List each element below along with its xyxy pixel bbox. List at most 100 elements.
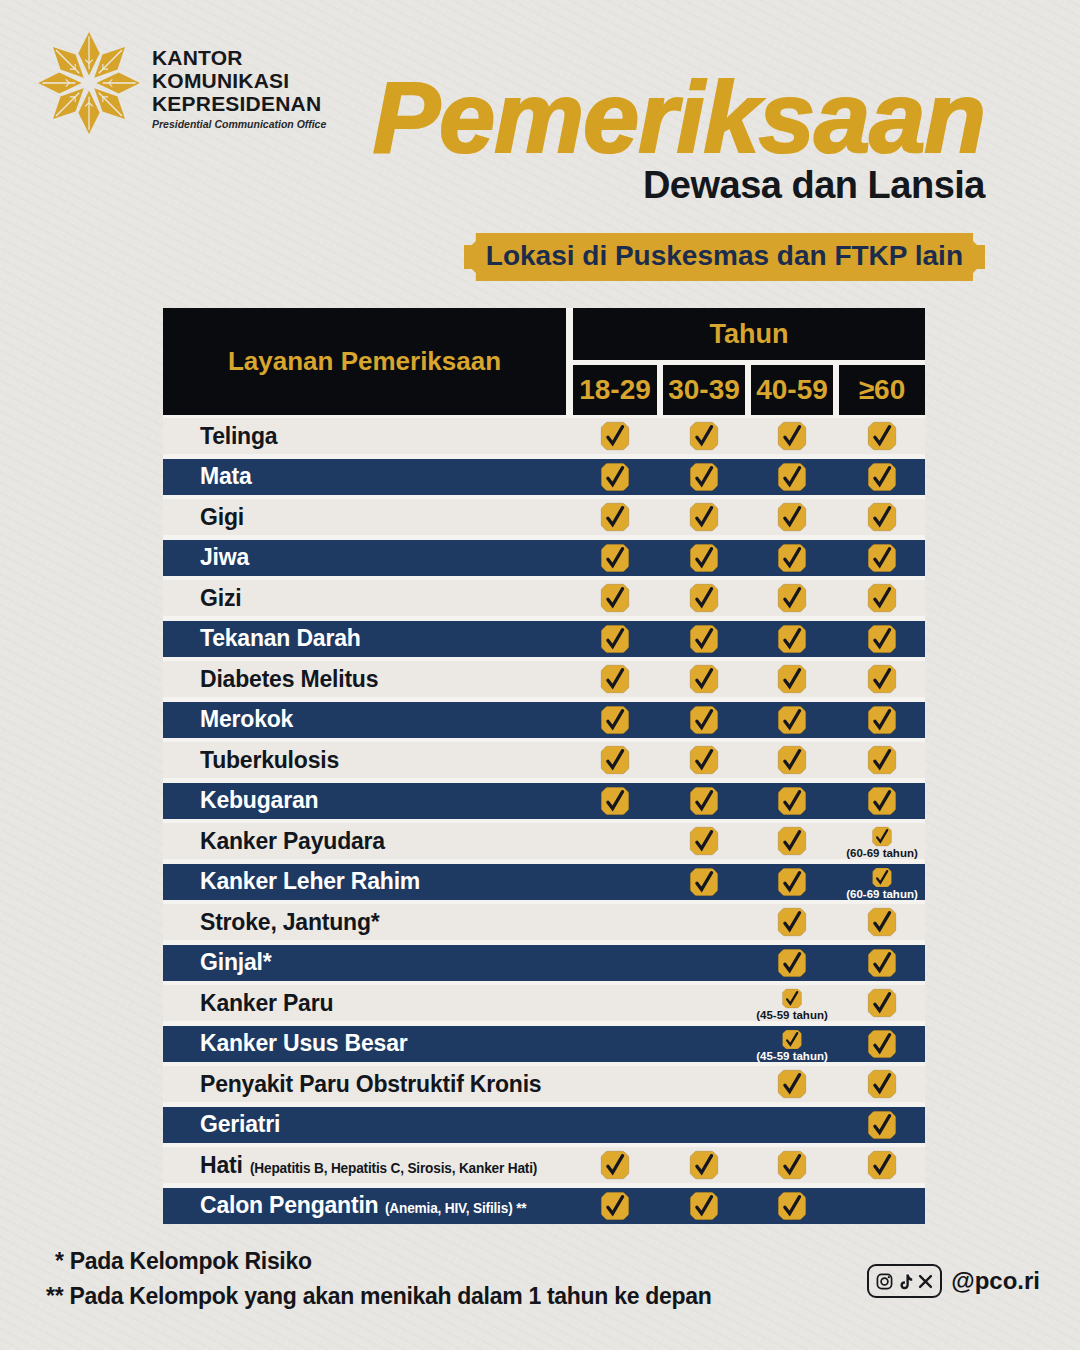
- check-icon: [688, 784, 720, 818]
- check-cell: [573, 1147, 657, 1183]
- table-row: Stroke, Jantung*: [163, 904, 925, 940]
- service-label: Merokok: [163, 706, 573, 733]
- check-icon: [866, 460, 898, 494]
- check-cell: [751, 864, 833, 900]
- check-icon: [866, 662, 898, 696]
- check-icon: [776, 1148, 808, 1182]
- check-cell: [573, 1066, 657, 1102]
- check-cell: [573, 621, 657, 657]
- service-name: Gizi: [200, 585, 241, 612]
- check-icon: [776, 946, 808, 980]
- check-icon: [866, 1108, 898, 1142]
- service-label: Ginjal*: [163, 949, 573, 976]
- check-icon: [776, 581, 808, 615]
- age-column-header: ≥60: [839, 365, 925, 415]
- check-cell: [663, 661, 745, 697]
- table-body: Telinga Mata Gigi Jiwa Gizi Tekanan Darah Diab…: [163, 418, 925, 1224]
- check-cell: [573, 783, 657, 819]
- check-cell: [839, 1066, 925, 1102]
- service-name: Telinga: [200, 423, 277, 450]
- check-icon: [599, 743, 631, 777]
- check-cell: [751, 621, 833, 657]
- check-cell: [573, 459, 657, 495]
- table-row: Kebugaran: [163, 783, 925, 819]
- check-icon: [866, 946, 898, 980]
- age-column-label: ≥60: [859, 374, 906, 406]
- check-cell: [663, 499, 745, 535]
- check-icon: [776, 662, 808, 696]
- check-cell: [573, 580, 657, 616]
- check-cell: [573, 418, 657, 454]
- service-name: Kanker Paru: [200, 990, 333, 1017]
- table-row: Kanker Usus Besar(45-59 tahun): [163, 1026, 925, 1062]
- check-icon: [599, 622, 631, 656]
- check-cell: [663, 621, 745, 657]
- table-row: Hati (Hepatitis B, Hepatitis C, Sirosis, …: [163, 1147, 925, 1183]
- check-cell: [839, 742, 925, 778]
- service-label: Hati (Hepatitis B, Hepatitis C, Sirosis, …: [163, 1152, 573, 1179]
- check-cell: [839, 985, 925, 1021]
- check-icon: [688, 662, 720, 696]
- service-sublabel: (Hepatitis B, Hepatitis C, Sirosis, Kank…: [250, 1159, 537, 1177]
- check-cell: (45-59 tahun): [751, 985, 833, 1021]
- check-cell: [839, 499, 925, 535]
- check-icon: [866, 500, 898, 534]
- check-cell: [839, 621, 925, 657]
- service-name: Tekanan Darah: [200, 625, 361, 652]
- check-cell: [751, 1188, 833, 1224]
- check-icon: [776, 784, 808, 818]
- check-icon: [599, 784, 631, 818]
- check-cell: [663, 945, 745, 981]
- org-name: KANTOR KOMUNIKASI KEPRESIDENAN President…: [152, 46, 326, 130]
- service-name: Tuberkulosis: [200, 747, 339, 774]
- check-icon: [776, 460, 808, 494]
- check-cell: [751, 1066, 833, 1102]
- check-cell: [839, 1026, 925, 1062]
- check-icon: [599, 460, 631, 494]
- age-column-label: 30-39: [668, 374, 740, 406]
- service-label: Penyakit Paru Obstruktif Kronis: [163, 1071, 573, 1098]
- check-icon: [776, 541, 808, 575]
- table-row: Jiwa: [163, 540, 925, 576]
- check-cell: [573, 661, 657, 697]
- check-icon: [866, 419, 898, 453]
- service-name: Mata: [200, 463, 252, 490]
- age-column-header: 40-59: [751, 365, 833, 415]
- service-name: Jiwa: [200, 544, 249, 571]
- table-row: Calon Pengantin(Anemia, HIV, Sifilis) **: [163, 1188, 925, 1224]
- table-row: Mata: [163, 459, 925, 495]
- check-cell: [573, 945, 657, 981]
- check-cell: [663, 540, 745, 576]
- check-icon: [776, 419, 808, 453]
- service-name: Hati: [200, 1152, 243, 1179]
- check-cell: [751, 1147, 833, 1183]
- check-cell: [663, 864, 745, 900]
- table-row: Penyakit Paru Obstruktif Kronis: [163, 1066, 925, 1102]
- age-group-header-label: Tahun: [710, 319, 789, 350]
- check-cell: (60-69 tahun): [839, 823, 925, 859]
- check-icon: [599, 662, 631, 696]
- check-cell: [663, 985, 745, 1021]
- table-row: Kanker Payudara(60-69 tahun): [163, 823, 925, 859]
- age-note: (60-69 tahun): [846, 889, 918, 899]
- screening-table: Layanan Pemeriksaan Tahun 18-2930-3940-5…: [163, 308, 925, 1224]
- check-cell: [663, 1066, 745, 1102]
- table-row: Diabetes Melitus: [163, 661, 925, 697]
- check-icon: [776, 622, 808, 656]
- check-icon: [866, 905, 898, 939]
- check-cell: [751, 580, 833, 616]
- check-icon: [866, 541, 898, 575]
- check-cell: [839, 702, 925, 738]
- check-icon: [688, 622, 720, 656]
- service-name: Gigi: [200, 504, 244, 531]
- table-row: Merokok: [163, 702, 925, 738]
- check-cell: [663, 1147, 745, 1183]
- check-cell: [839, 580, 925, 616]
- age-group-header: Tahun: [573, 308, 925, 360]
- check-cell: [751, 459, 833, 495]
- service-name: Penyakit Paru Obstruktif Kronis: [200, 1071, 541, 1098]
- check-icon: [781, 1028, 803, 1051]
- age-column-header: 18-29: [573, 365, 657, 415]
- check-cell: [573, 864, 657, 900]
- check-icon: [688, 419, 720, 453]
